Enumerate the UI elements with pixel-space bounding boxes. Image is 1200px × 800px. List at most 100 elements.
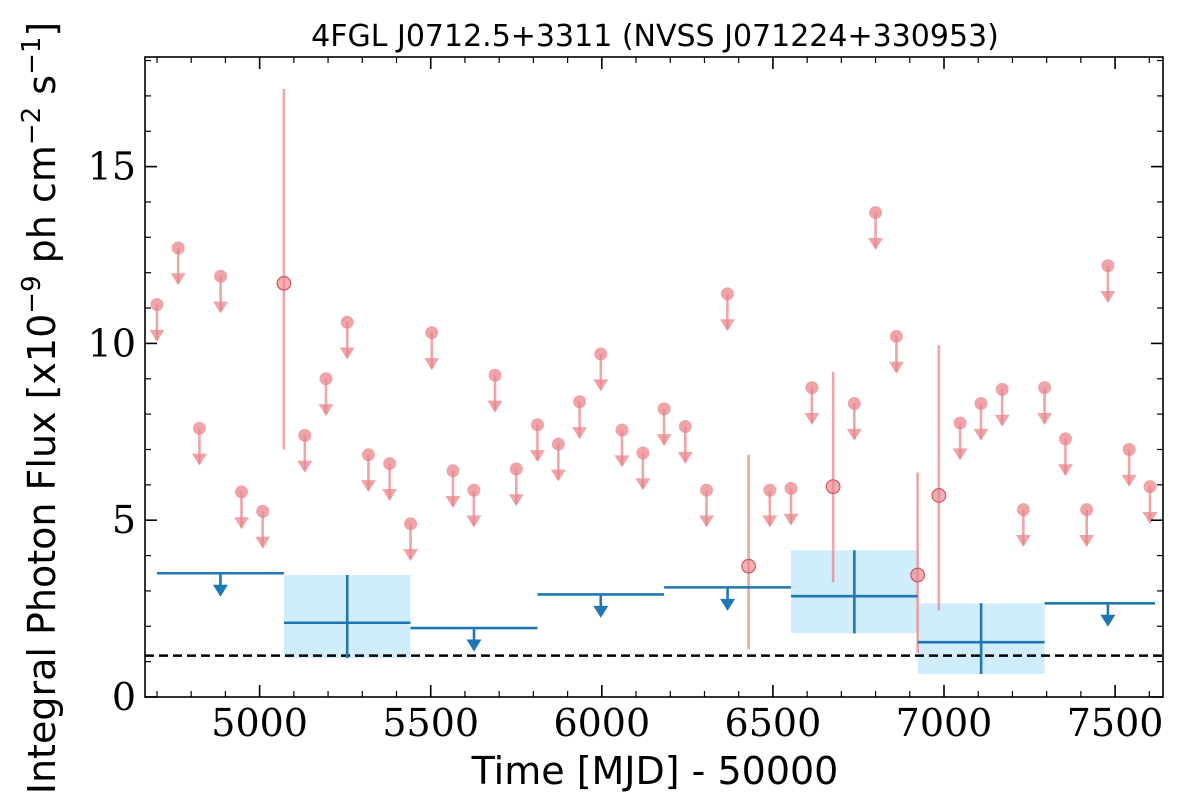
upper-limit-arrow	[318, 404, 334, 417]
short-bin-upper-limit-4	[233, 485, 249, 530]
y-axis-label-suffix: ]	[20, 22, 64, 37]
upper-limit-arrow	[677, 451, 693, 464]
short-bin-upper-limit-39	[1079, 503, 1095, 547]
short-bin-upper-limit-21	[614, 423, 630, 468]
long-bin-upper-limit-0	[156, 571, 284, 597]
short-bin-upper-limit-42	[1142, 480, 1158, 524]
short-bin-detection-1	[741, 454, 757, 650]
short-bin-upper-limit-38	[1057, 432, 1073, 477]
short-bin-upper-limit-10	[382, 457, 398, 501]
upper-limit-marker	[1058, 432, 1072, 446]
upper-limit-marker	[847, 397, 861, 411]
upper-limit-arrow	[888, 361, 904, 374]
upper-limit-marker	[1122, 442, 1136, 456]
upper-limit-arrow	[762, 515, 778, 528]
short-bin-upper-limit-27	[762, 483, 778, 528]
short-bin-detection-4	[931, 345, 947, 611]
upper-limit-arrow	[804, 412, 820, 425]
x-tick-label: 7500	[1067, 701, 1164, 745]
upper-limit-arrow	[466, 515, 482, 528]
upper-limit-marker	[551, 437, 565, 451]
upper-limit-marker	[763, 483, 777, 497]
long-bin-detection-2	[917, 603, 1045, 675]
y-axis-label: Integral Photon Flux [x10−9 ph cm−2 s−1]	[17, 22, 64, 795]
y-axis-label-unit-1: ph cm	[20, 145, 64, 275]
upper-limit-arrow	[593, 379, 609, 392]
short-bin-upper-limit-3	[213, 269, 229, 314]
upper-limit-marker	[404, 517, 418, 531]
upper-limit-marker	[615, 423, 629, 437]
short-bin-upper-limit-11	[403, 517, 419, 562]
upper-limit-arrow	[1015, 534, 1031, 547]
short-bin-upper-limit-19	[572, 395, 588, 440]
short-bin-upper-limit-6	[297, 428, 313, 473]
short-bin-upper-limit-18	[550, 437, 566, 482]
upper-limit-arrow	[1057, 464, 1073, 477]
short-bin-upper-limit-16	[508, 462, 524, 507]
y-axis-label-exponent-1: −9	[17, 275, 47, 313]
short-bin-upper-limit-1	[170, 241, 186, 286]
upper-limit-arrow	[572, 427, 588, 440]
short-bin-upper-limit-20	[593, 347, 609, 392]
upper-limit-arrow	[952, 448, 968, 461]
short-bin-upper-limit-33	[952, 416, 968, 461]
short-bin-upper-limit-2	[191, 421, 207, 466]
short-bin-upper-limit-9	[360, 448, 376, 493]
x-tick-label: 6500	[725, 701, 822, 745]
upper-limit-marker	[488, 368, 502, 382]
upper-limit-arrow	[191, 453, 207, 466]
upper-limit-arrow	[149, 329, 165, 342]
upper-limit-marker	[1038, 381, 1052, 395]
upper-limit-marker	[150, 298, 164, 312]
upper-limit-marker	[889, 329, 903, 343]
long-bin-upper-limit-4	[1044, 601, 1155, 627]
long-bin-upper-limit-3	[664, 586, 792, 611]
upper-limit-marker	[953, 416, 967, 430]
y-axis-label-prefix: Integral Photon Flux [x10	[20, 314, 64, 795]
short-bin-detection-2	[825, 371, 841, 583]
upper-limit-arrow	[487, 400, 503, 413]
short-bin-upper-limit-30	[846, 397, 862, 441]
upper-limit-marker	[446, 464, 460, 478]
short-bin-upper-limit-7	[318, 372, 334, 417]
upper-limit-arrow	[1142, 511, 1158, 524]
short-bin-upper-limit-36	[1015, 503, 1031, 547]
upper-limit-arrow	[614, 455, 630, 468]
upper-limit-marker	[1016, 503, 1030, 517]
upper-limit-marker	[784, 481, 798, 495]
upper-limit-marker	[700, 483, 714, 497]
short-bin-detection-3	[910, 472, 926, 653]
upper-limit-marker	[425, 326, 439, 340]
long-bin-arrow	[1100, 614, 1116, 627]
upper-limit-arrow	[1100, 290, 1116, 303]
detection-marker	[741, 558, 757, 574]
plot-frame	[144, 56, 1164, 698]
detection-marker	[276, 275, 292, 291]
upper-limit-arrow	[508, 494, 524, 507]
upper-limit-arrow	[382, 488, 398, 501]
upper-limit-arrow	[255, 536, 271, 549]
short-bin-upper-limit-28	[783, 481, 799, 526]
short-bin-upper-limit-24	[677, 420, 693, 464]
short-bin-upper-limit-25	[699, 483, 715, 528]
long-bin-detection-1	[791, 550, 918, 634]
short-bin-upper-limit-0	[149, 298, 165, 342]
upper-limit-arrow	[424, 358, 440, 371]
long-bin-arrow	[212, 584, 228, 597]
upper-limit-arrow	[233, 517, 249, 530]
short-bin-upper-limit-22	[635, 446, 651, 491]
upper-limit-marker	[636, 446, 650, 460]
upper-limit-marker	[509, 462, 523, 476]
short-bin-upper-limit-14	[466, 483, 482, 528]
short-bin-upper-limit-8	[339, 315, 355, 360]
y-tick-label: 5	[112, 498, 136, 542]
short-bin-upper-limit-40	[1100, 259, 1116, 303]
short-bin-upper-limit-15	[487, 368, 503, 413]
long-bin-markers	[156, 550, 1155, 675]
detection-marker	[931, 488, 947, 503]
short-bin-upper-limit-5	[255, 504, 271, 549]
short-bin-upper-limit-32	[888, 329, 904, 374]
long-bin-upper-limit-2	[537, 593, 665, 618]
upper-limit-arrow	[868, 237, 884, 250]
upper-limit-arrow	[719, 319, 735, 332]
